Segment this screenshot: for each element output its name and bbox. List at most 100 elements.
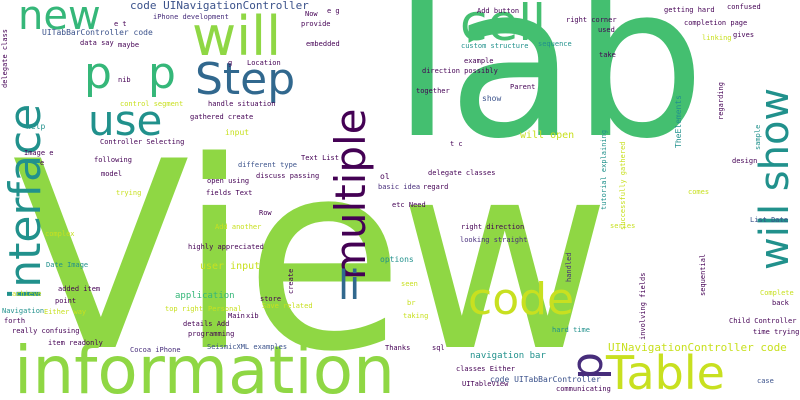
word: hard time: [552, 326, 590, 334]
word: confused: [727, 3, 761, 11]
word-interface: interface: [0, 103, 51, 300]
word-view: View: [12, 107, 611, 400]
word: getting hard: [664, 6, 715, 14]
word: TheElements: [674, 95, 683, 148]
word: sequential: [699, 253, 707, 296]
word: Thanks: [385, 344, 411, 352]
word: handled: [565, 252, 573, 282]
word: together: [416, 87, 450, 95]
word: time trying: [753, 328, 800, 336]
word: discuss passing: [256, 172, 320, 180]
word: completion page: [684, 19, 748, 27]
word-multiple: multiple: [326, 108, 375, 280]
word-li: li: [338, 263, 361, 309]
word: Date Image: [46, 261, 89, 269]
word: br: [407, 299, 416, 307]
word-information: information: [14, 332, 395, 400]
word: handle situation: [208, 100, 276, 108]
word: Add button: [477, 7, 520, 15]
word: ol: [380, 172, 390, 181]
word: Controller Selecting: [100, 138, 185, 146]
word: navigation bar: [470, 351, 546, 361]
word-cell: cell: [460, 0, 547, 52]
word-will: will: [192, 5, 282, 68]
word: List Date: [750, 216, 788, 224]
word-will-show: will show: [752, 87, 798, 270]
word: gathered create: [190, 113, 254, 121]
word: item readonly: [48, 339, 103, 347]
word: really confusing: [12, 327, 80, 335]
word: e t: [114, 20, 127, 28]
word: UITabBarController code: [42, 28, 153, 37]
word: Location: [247, 59, 281, 67]
word: regarding: [717, 82, 725, 120]
word: will open: [520, 130, 575, 141]
word-use: use: [88, 96, 163, 145]
word: gives: [733, 31, 755, 39]
word-code: code: [468, 274, 575, 325]
word: trying: [116, 189, 142, 197]
word: UITableView: [462, 380, 509, 388]
word: top right: [165, 305, 203, 313]
word: right direction: [461, 223, 525, 231]
word: Main: [228, 312, 245, 320]
word: store: [260, 295, 282, 303]
word: sequence: [538, 40, 572, 48]
word: seen: [401, 280, 418, 288]
word: Cocoa iPhone: [130, 346, 181, 354]
word-p: p: [84, 48, 112, 99]
word: sample: [754, 124, 762, 150]
word: Either way: [44, 308, 87, 316]
word: code UINavigationController: [130, 0, 309, 12]
word: input: [225, 128, 250, 137]
word: involving fields: [639, 272, 647, 340]
word: Child Controller: [729, 317, 797, 325]
word: Parent: [510, 83, 536, 91]
word: options: [380, 255, 414, 264]
word-tab: Tab: [358, 0, 706, 185]
word: e g: [327, 7, 340, 15]
word-new: new: [18, 0, 101, 39]
word: data say: [80, 39, 114, 47]
word: Personal: [208, 305, 242, 313]
word: basic idea: [378, 183, 421, 191]
word: UINavigationController code: [608, 341, 787, 354]
word: details Add: [183, 320, 230, 328]
word: regard: [423, 183, 449, 191]
word: successfully gathered: [619, 141, 627, 230]
word: help: [26, 122, 46, 131]
word: design: [732, 157, 758, 165]
word: xib: [246, 312, 259, 320]
word-p: p: [148, 48, 176, 99]
word: t c: [450, 140, 463, 148]
word: SeismicXML examples: [207, 343, 288, 351]
word: user input: [200, 261, 261, 272]
word-table: Table: [606, 346, 725, 400]
word: nib: [118, 76, 131, 84]
word: complex: [45, 230, 75, 238]
word: point: [55, 297, 77, 305]
word: iPhone development: [153, 13, 229, 21]
word: taking: [403, 312, 429, 320]
word: forth: [4, 317, 26, 325]
word: maybe: [118, 41, 140, 49]
word: embedded: [306, 40, 340, 48]
word: programming: [188, 330, 235, 338]
word: take: [599, 51, 616, 59]
word: show: [482, 94, 502, 103]
word: tutorial explaining: [600, 129, 608, 210]
word: Text List: [301, 154, 339, 162]
word: back: [772, 299, 789, 307]
word: Complete: [760, 289, 794, 297]
word: Now: [305, 10, 318, 18]
word: delegate class: [1, 28, 9, 88]
word: right corner: [566, 16, 617, 24]
word: highly appreciated: [188, 243, 264, 251]
word: communicating: [556, 385, 611, 393]
word: fields Text: [206, 189, 253, 197]
word: comes: [688, 188, 710, 196]
word: classes Either: [456, 365, 516, 373]
word: case: [757, 377, 774, 385]
word: Image e: [24, 149, 54, 157]
